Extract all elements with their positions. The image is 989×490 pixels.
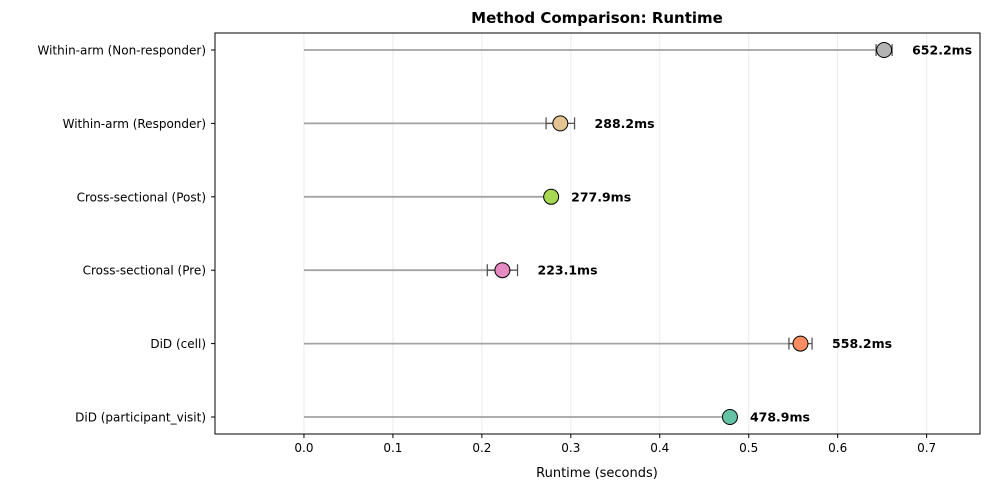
x-tick-label: 0.1 (383, 441, 402, 455)
x-tick-label: 0.5 (739, 441, 758, 455)
stems (303, 49, 885, 418)
data-point (494, 262, 511, 279)
data-point (552, 115, 569, 132)
value-label: 558.2ms (832, 336, 892, 351)
x-tick-label: 0.2 (472, 441, 491, 455)
y-tick-label: DiD (participant_visit) (75, 411, 206, 425)
y-tick-label: DiD (cell) (150, 337, 206, 351)
value-label: 277.9ms (571, 189, 631, 204)
y-tick-labels: Within-arm (Non-responder) Within-arm (Re… (37, 44, 215, 425)
chart-title: Method Comparison: Runtime (471, 9, 723, 27)
data-point (721, 409, 738, 425)
value-label: 223.1ms (538, 263, 598, 278)
x-tick-label: 0.3 (561, 441, 580, 455)
value-label: 478.9ms (750, 410, 810, 425)
x-axis-title: Runtime (seconds) (536, 466, 658, 481)
x-tick-label: 0.4 (650, 441, 669, 455)
value-labels: 652.2ms 288.2ms 277.9ms 223.1ms 558.2ms 478.9… (538, 43, 973, 425)
y-tick-label: Within-arm (Non-responder) (37, 44, 206, 58)
data-point (792, 335, 809, 352)
y-tick-label: Within-arm (Responder) (63, 117, 206, 131)
x-tick-label: 0.7 (917, 441, 936, 455)
value-label: 652.2ms (912, 43, 972, 58)
x-tick-label: 0.6 (828, 441, 847, 455)
x-tick-label: 0.0 (294, 441, 313, 455)
plot-frame (214, 32, 981, 435)
y-tick-label: Cross-sectional (Pre) (83, 264, 206, 278)
gridlines (303, 33, 928, 434)
data-point (876, 42, 893, 58)
points (494, 42, 893, 425)
data-point (543, 188, 560, 205)
value-label: 288.2ms (595, 116, 655, 131)
y-tick-label: Cross-sectional (Post) (77, 190, 206, 204)
x-ticks: 0.0 0.1 0.2 0.3 0.4 0.5 0.6 0.7 (294, 434, 936, 455)
